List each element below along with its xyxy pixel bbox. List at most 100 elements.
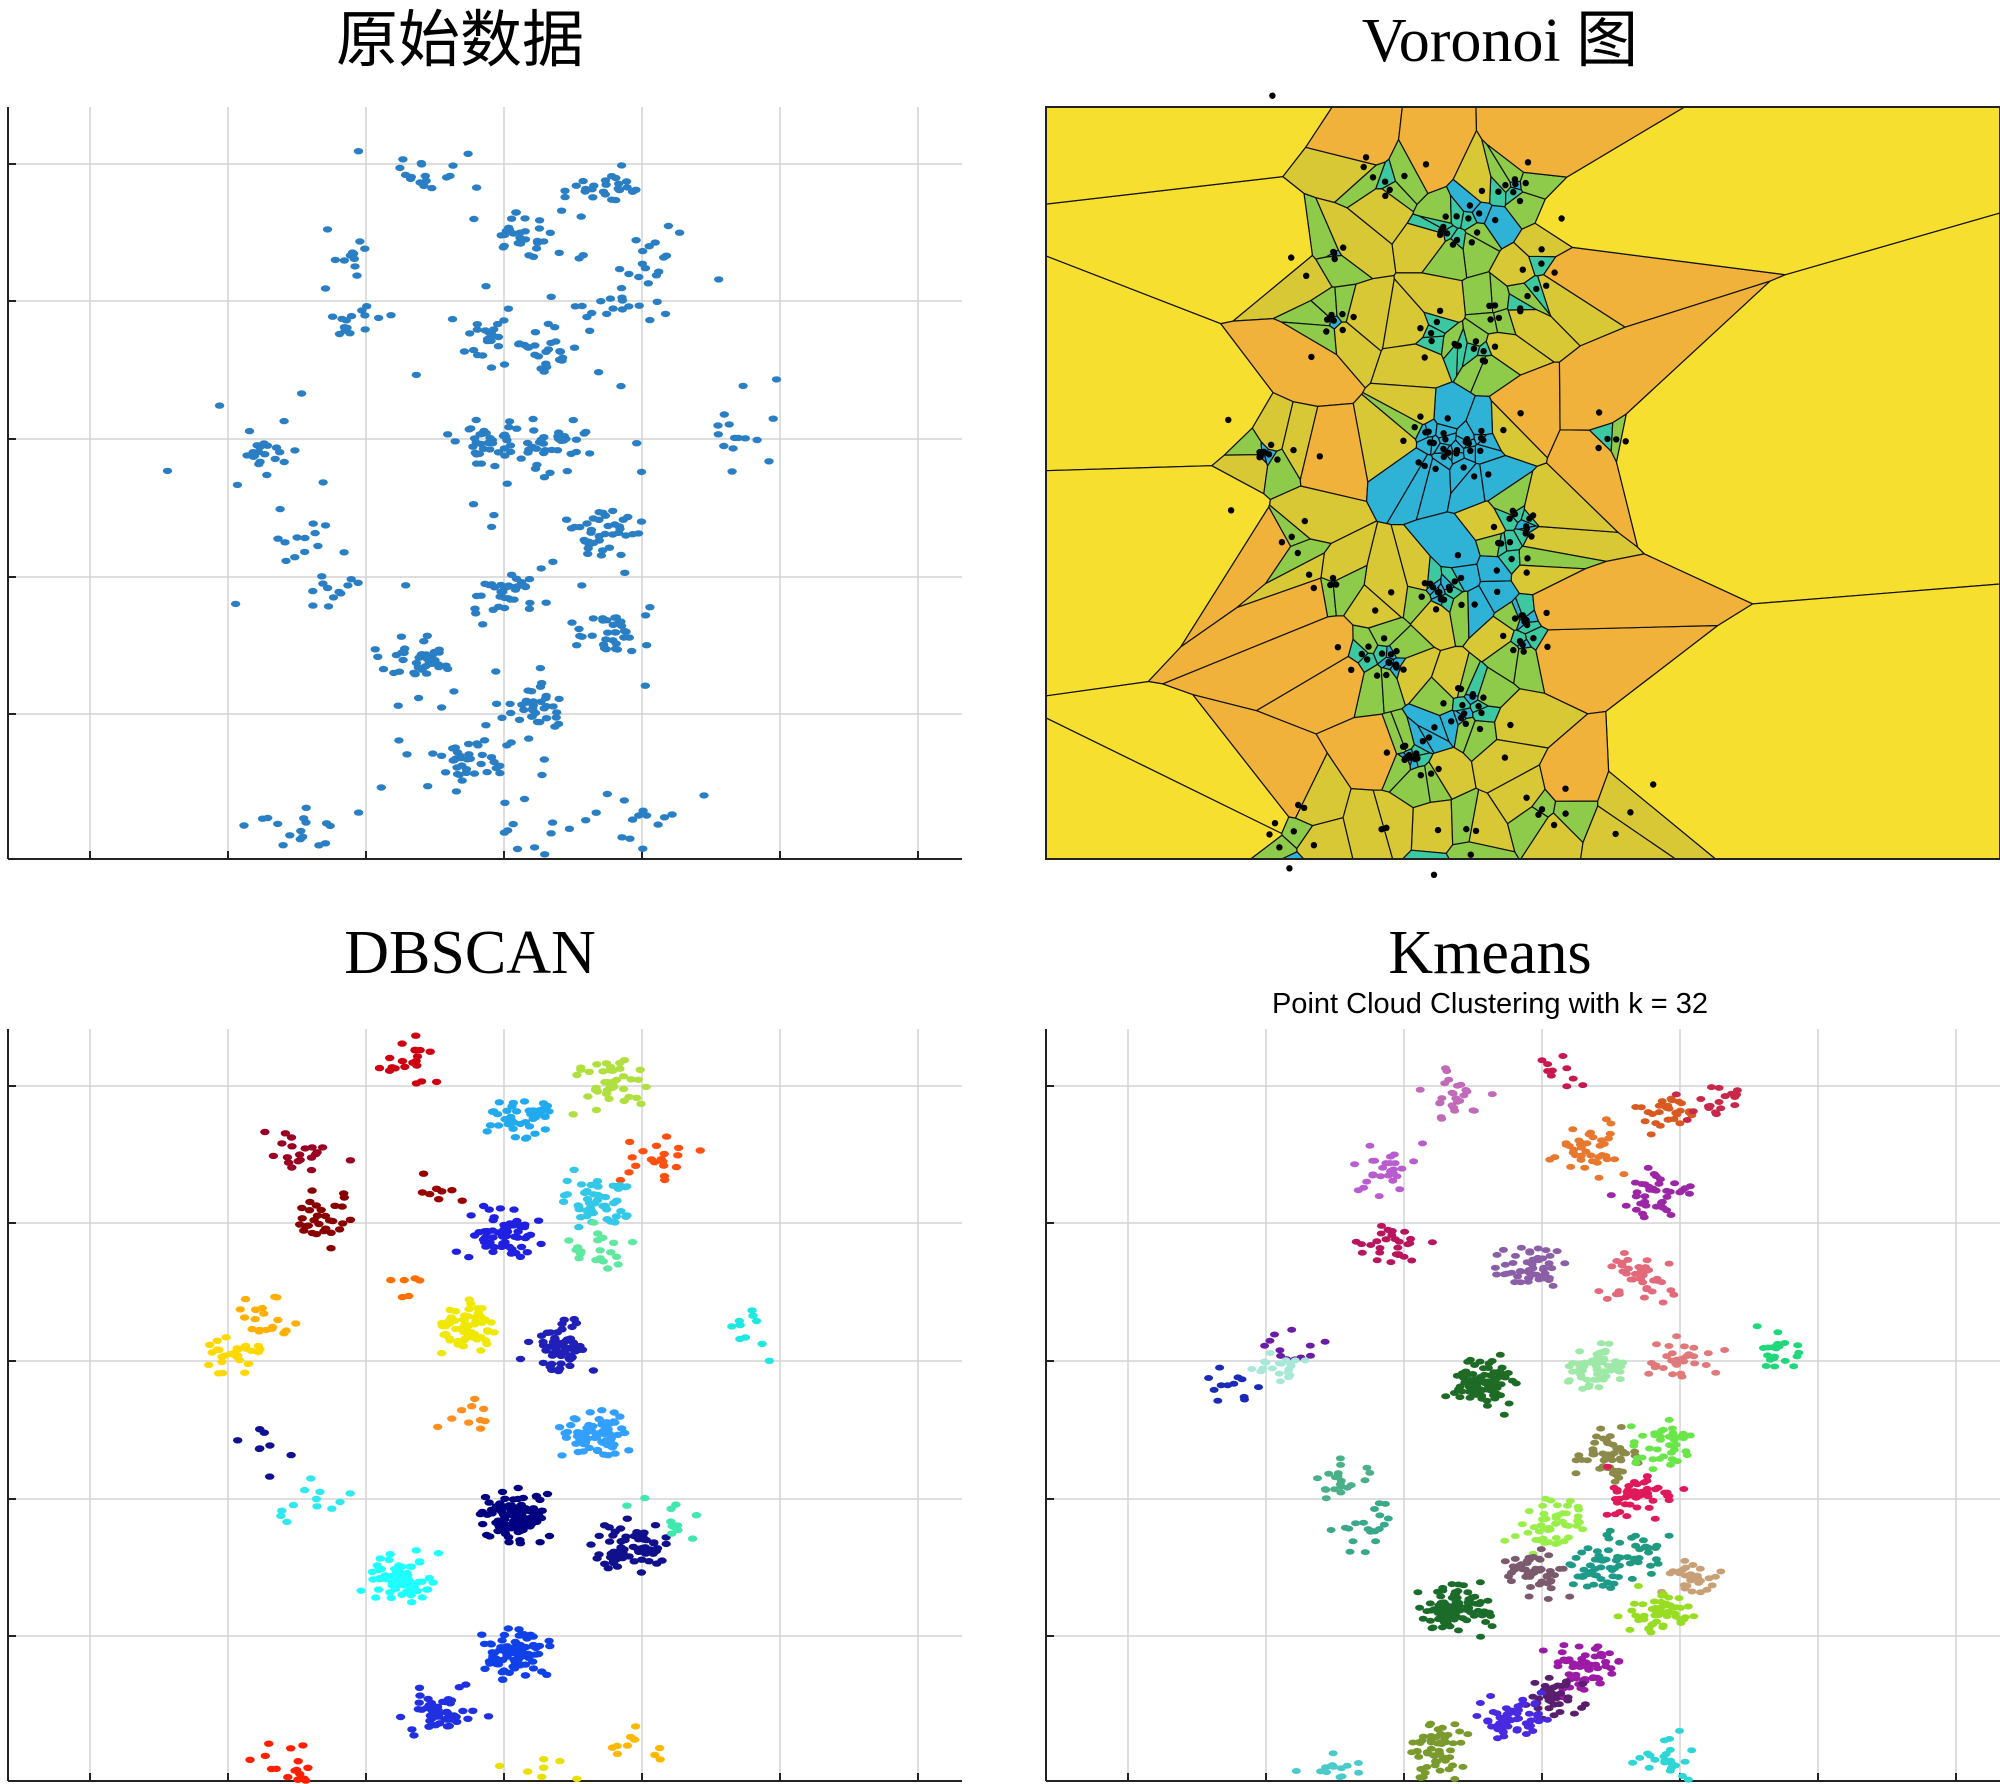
- data-point: [557, 1452, 567, 1459]
- data-point: [584, 541, 594, 548]
- data-point: [1260, 1342, 1270, 1349]
- seed-point: [1491, 302, 1499, 309]
- data-point: [1642, 1473, 1652, 1480]
- data-point: [464, 1296, 474, 1303]
- data-point: [631, 237, 641, 244]
- seed-point: [1427, 770, 1435, 777]
- data-point: [307, 1144, 317, 1151]
- data-point: [253, 1342, 263, 1350]
- data-point: [1598, 1450, 1608, 1457]
- data-point: [483, 1713, 494, 1720]
- data-point: [275, 449, 285, 456]
- data-point: [608, 637, 618, 644]
- cluster-group: [491, 679, 564, 730]
- data-point: [557, 354, 568, 361]
- data-point: [440, 769, 451, 776]
- seed-point: [1477, 447, 1484, 454]
- data-point: [1648, 1185, 1658, 1192]
- data-point: [1603, 1547, 1613, 1554]
- data-point: [748, 1312, 758, 1319]
- data-point: [608, 507, 618, 515]
- data-point: [1457, 1388, 1467, 1395]
- panel-title-voronoi: Voronoi 图: [1361, 7, 1639, 75]
- data-point: [735, 1321, 745, 1329]
- data-point: [615, 1065, 625, 1072]
- data-point: [1483, 1365, 1493, 1371]
- data-point: [1551, 1512, 1561, 1519]
- data-point: [608, 1182, 618, 1189]
- data-point: [346, 312, 357, 320]
- seed-point: [1383, 671, 1390, 679]
- data-point: [568, 416, 578, 424]
- data-point: [1720, 1347, 1730, 1353]
- data-point: [1300, 1357, 1310, 1364]
- data-point: [1275, 1378, 1285, 1385]
- data-point: [651, 272, 662, 279]
- data-point: [592, 1061, 602, 1068]
- data-point: [1336, 1489, 1346, 1496]
- data-point: [472, 321, 482, 328]
- data-point: [1321, 1495, 1331, 1502]
- data-point: [713, 422, 723, 429]
- data-point: [1450, 1721, 1460, 1728]
- data-point: [638, 807, 648, 814]
- data-point: [567, 1323, 577, 1331]
- data-point: [1446, 1747, 1455, 1754]
- data-point: [653, 821, 663, 828]
- data-point: [560, 187, 570, 194]
- data-point: [499, 604, 510, 612]
- data-point: [552, 709, 562, 716]
- data-point: [621, 1183, 631, 1191]
- data-point: [1322, 1769, 1331, 1776]
- data-point: [616, 162, 627, 169]
- data-point: [495, 593, 505, 600]
- data-point: [418, 1170, 429, 1177]
- seed-point: [1393, 648, 1400, 655]
- data-point: [230, 600, 241, 608]
- cluster-group: [450, 416, 526, 470]
- data-point: [1450, 1613, 1460, 1620]
- data-point: [493, 343, 504, 350]
- data-point: [434, 1720, 445, 1727]
- seed-point: [1290, 446, 1297, 454]
- data-point: [345, 1216, 356, 1223]
- data-point: [300, 548, 310, 556]
- data-point: [503, 1625, 513, 1632]
- data-point: [640, 265, 651, 272]
- seed-point: [1469, 693, 1476, 700]
- data-point: [464, 1322, 474, 1329]
- data-point: [497, 1669, 507, 1676]
- data-point: [396, 633, 407, 640]
- data-point: [277, 1507, 287, 1514]
- seed-point: [1435, 765, 1442, 773]
- data-point: [571, 1416, 581, 1423]
- seed-point: [1519, 266, 1526, 273]
- seed-point: [1350, 313, 1357, 321]
- data-point: [406, 1591, 416, 1599]
- data-point: [1523, 1278, 1533, 1285]
- data-point: [502, 1653, 512, 1660]
- data-point: [585, 327, 595, 334]
- data-point: [350, 263, 360, 270]
- data-point: [1685, 1183, 1695, 1190]
- data-point: [610, 1219, 620, 1226]
- seed-point: [1417, 413, 1424, 420]
- data-point: [569, 1315, 579, 1323]
- data-point: [468, 501, 479, 508]
- seed-point: [1517, 308, 1524, 315]
- data-point: [607, 172, 617, 180]
- data-point: [1576, 1152, 1586, 1159]
- seed-point: [1421, 462, 1428, 470]
- seed-point: [1511, 176, 1519, 183]
- data-point: [499, 361, 510, 368]
- data-point: [402, 1571, 413, 1579]
- data-point: [1632, 1504, 1642, 1511]
- data-point: [524, 605, 535, 612]
- data-point: [308, 520, 318, 527]
- data-point: [1460, 1371, 1470, 1378]
- data-point: [1441, 1065, 1450, 1072]
- data-point: [1391, 1251, 1401, 1258]
- seed-point: [1480, 348, 1487, 355]
- data-point: [397, 1040, 407, 1047]
- data-point: [1476, 1633, 1486, 1640]
